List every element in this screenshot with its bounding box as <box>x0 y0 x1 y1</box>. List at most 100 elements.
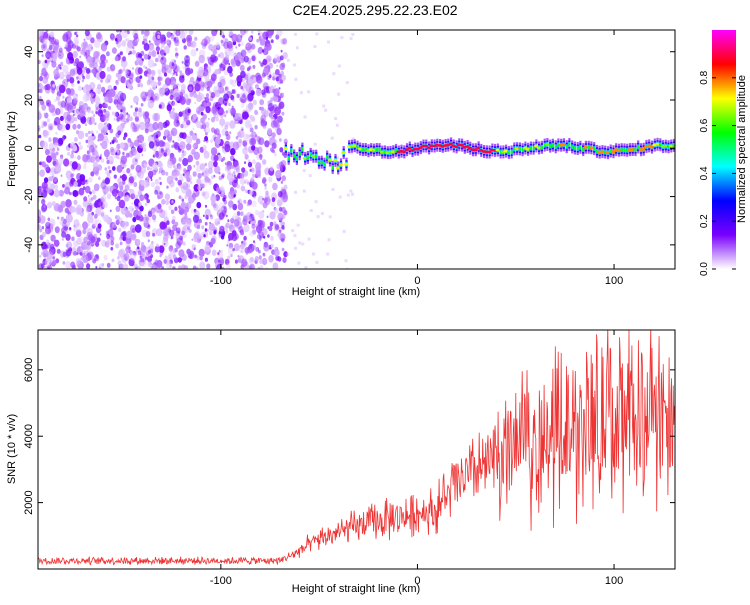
noise-speckle <box>240 41 244 46</box>
noise-speckle <box>59 115 64 121</box>
noise-speckle <box>42 85 46 90</box>
noise-speckle <box>178 157 182 162</box>
noise-speckle <box>258 35 262 40</box>
noise-speckle <box>243 223 250 233</box>
noise-speckle <box>71 82 75 87</box>
noise-speckle <box>275 255 280 261</box>
signal-ridge-cell <box>626 148 629 152</box>
noise-speckle <box>240 98 244 103</box>
noise-speckle <box>205 139 209 143</box>
noise-speckle <box>280 160 287 168</box>
noise-speckle <box>130 164 135 170</box>
noise-speckle <box>237 216 241 223</box>
noise-speckle <box>85 56 88 59</box>
noise-speckle <box>89 82 96 90</box>
signal-ridge-cell <box>532 146 535 150</box>
noise-speckle <box>38 187 44 194</box>
noise-speckle <box>229 160 232 164</box>
noise-speckle <box>133 181 138 188</box>
noise-speckle <box>90 57 94 63</box>
noise-speckle <box>282 257 287 263</box>
noise-speckle <box>207 228 210 232</box>
noise-speckle <box>172 140 175 143</box>
signal-ridge-cell <box>317 161 321 164</box>
noise-speckle <box>65 30 72 39</box>
noise-speckle <box>193 232 200 240</box>
noise-speckle <box>125 152 130 158</box>
noise-speckle <box>224 258 230 266</box>
noise-speckle <box>66 38 72 46</box>
noise-speckle <box>151 214 157 221</box>
snr-frame <box>37 329 676 570</box>
noise-speckle <box>234 79 237 83</box>
noise-speckle <box>257 266 260 269</box>
noise-speckle <box>327 40 330 44</box>
noise-speckle <box>56 248 61 254</box>
noise-speckle <box>115 103 119 108</box>
noise-speckle <box>86 154 90 160</box>
noise-speckle <box>184 113 189 120</box>
noise-speckle <box>147 224 150 228</box>
noise-speckle <box>141 96 147 102</box>
x-tick-label: -100 <box>210 275 232 287</box>
noise-speckle <box>98 263 104 269</box>
noise-speckle <box>69 191 72 196</box>
noise-speckle <box>49 261 52 266</box>
noise-speckle <box>80 257 83 261</box>
noise-speckle <box>134 116 139 122</box>
signal-ridge-cell <box>540 146 543 149</box>
noise-speckle <box>209 35 215 42</box>
noise-speckle <box>141 30 145 35</box>
noise-speckle <box>142 41 145 45</box>
noise-speckle <box>84 123 87 126</box>
noise-speckle <box>135 266 138 269</box>
noise-speckle <box>274 224 280 230</box>
noise-speckle <box>224 162 227 166</box>
noise-speckle <box>315 32 319 36</box>
noise-speckle <box>166 104 172 112</box>
noise-speckle <box>281 225 285 230</box>
noise-speckle <box>148 51 152 56</box>
noise-speckle <box>78 187 85 196</box>
noise-speckle <box>152 81 158 88</box>
noise-speckle <box>114 56 119 62</box>
noise-speckle <box>231 33 238 43</box>
noise-speckle <box>39 165 42 169</box>
noise-speckle <box>200 111 204 116</box>
noise-speckle <box>336 156 339 160</box>
noise-speckle <box>72 110 75 114</box>
noise-speckle <box>79 109 86 117</box>
noise-speckle <box>205 122 210 128</box>
noise-speckle <box>227 219 230 223</box>
noise-speckle <box>118 113 124 120</box>
noise-speckle <box>204 244 211 253</box>
noise-speckle <box>264 186 267 190</box>
noise-speckle <box>153 94 157 99</box>
noise-speckle <box>267 30 274 36</box>
noise-speckle <box>93 39 101 48</box>
noise-speckle <box>225 134 231 141</box>
noise-speckle <box>168 245 174 252</box>
noise-speckle <box>178 173 184 180</box>
signal-peak <box>371 148 376 152</box>
noise-speckle <box>279 233 286 242</box>
signal-peak <box>407 146 412 150</box>
noise-speckle <box>330 136 334 140</box>
noise-speckle <box>95 155 101 163</box>
noise-speckle <box>196 255 200 261</box>
noise-speckle <box>102 179 106 184</box>
noise-speckle <box>132 216 137 223</box>
noise-speckle <box>293 32 297 36</box>
noise-speckle <box>165 78 171 86</box>
noise-speckle <box>250 131 257 139</box>
y-tick-label: 40 <box>23 46 35 58</box>
noise-speckle <box>224 143 231 153</box>
noise-speckle <box>94 213 98 219</box>
noise-speckle <box>213 85 220 95</box>
noise-speckle <box>42 141 49 150</box>
noise-speckle <box>176 120 180 124</box>
noise-speckle <box>131 67 135 70</box>
noise-speckle <box>257 32 261 36</box>
noise-speckle <box>77 124 81 129</box>
noise-speckle <box>99 57 106 67</box>
